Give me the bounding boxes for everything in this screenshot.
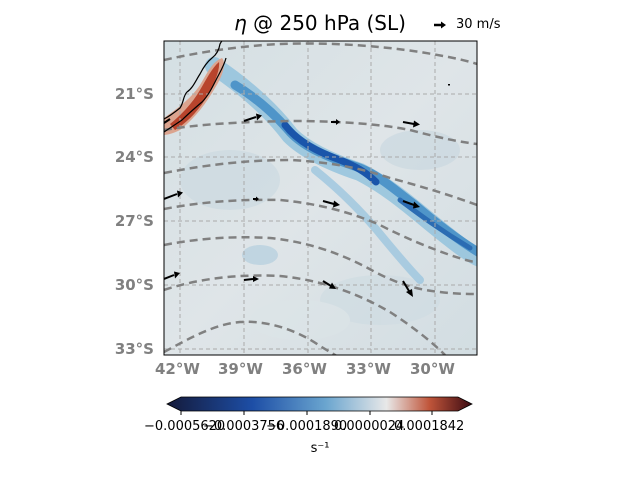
map-title: η @ 250 hPa (SL) [0, 11, 640, 35]
colorbar-unit-label: s⁻¹ [310, 441, 330, 456]
lon-label-36w: 36°W [282, 360, 327, 378]
colorbar-ticks [180, 411, 433, 415]
colorbar-tick-label: −0.0005620 [144, 419, 226, 434]
wind-vector [164, 190, 183, 200]
colorbar-tick-label: −0.0003756 [203, 419, 285, 434]
positive-vorticity-region [164, 58, 224, 135]
wind-vectors [164, 113, 420, 297]
map-frame [163, 40, 478, 356]
wind-vector [164, 118, 171, 124]
negative-vorticity-band [205, 57, 477, 284]
field-shading [180, 130, 460, 340]
wind-vector [402, 200, 420, 209]
lon-label-30w: 30°W [410, 360, 455, 378]
wind-vector [402, 280, 413, 297]
lat-label-33s: 33°S [114, 340, 154, 358]
wind-vector [243, 113, 262, 122]
gridlines [164, 41, 477, 355]
coastline [164, 41, 227, 133]
wind-vector [164, 271, 180, 280]
colorbar-tick-label: 0.0001842 [394, 419, 465, 434]
map-panel [164, 41, 477, 355]
lat-label-21s: 21°S [114, 85, 154, 103]
lon-label-33w: 33°W [346, 360, 391, 378]
wind-vector [322, 200, 340, 208]
height-contours [164, 42, 477, 355]
lon-label-39w: 39°W [218, 360, 263, 378]
wind-vector [253, 196, 259, 202]
lat-label-24s: 24°S [114, 148, 154, 166]
title-text: @ 250 hPa (SL) [246, 11, 406, 35]
quiver-key-arrow [434, 21, 446, 29]
small-marker [448, 84, 450, 86]
title-symbol: η [234, 11, 247, 35]
wind-vector [402, 120, 420, 128]
wind-vector [243, 276, 259, 282]
colorbar [166, 396, 473, 415]
lon-label-42w: 42°W [155, 360, 200, 378]
lat-label-27s: 27°S [114, 212, 154, 230]
wind-vector [331, 119, 340, 125]
quiver-key-label: 30 m/s [456, 17, 501, 32]
colorbar-tick-label: 0.0000024 [334, 419, 405, 434]
wind-vector [322, 280, 336, 289]
colorbar-tick-label: −0.0001890 [266, 419, 348, 434]
lat-label-30s: 30°S [114, 276, 154, 294]
